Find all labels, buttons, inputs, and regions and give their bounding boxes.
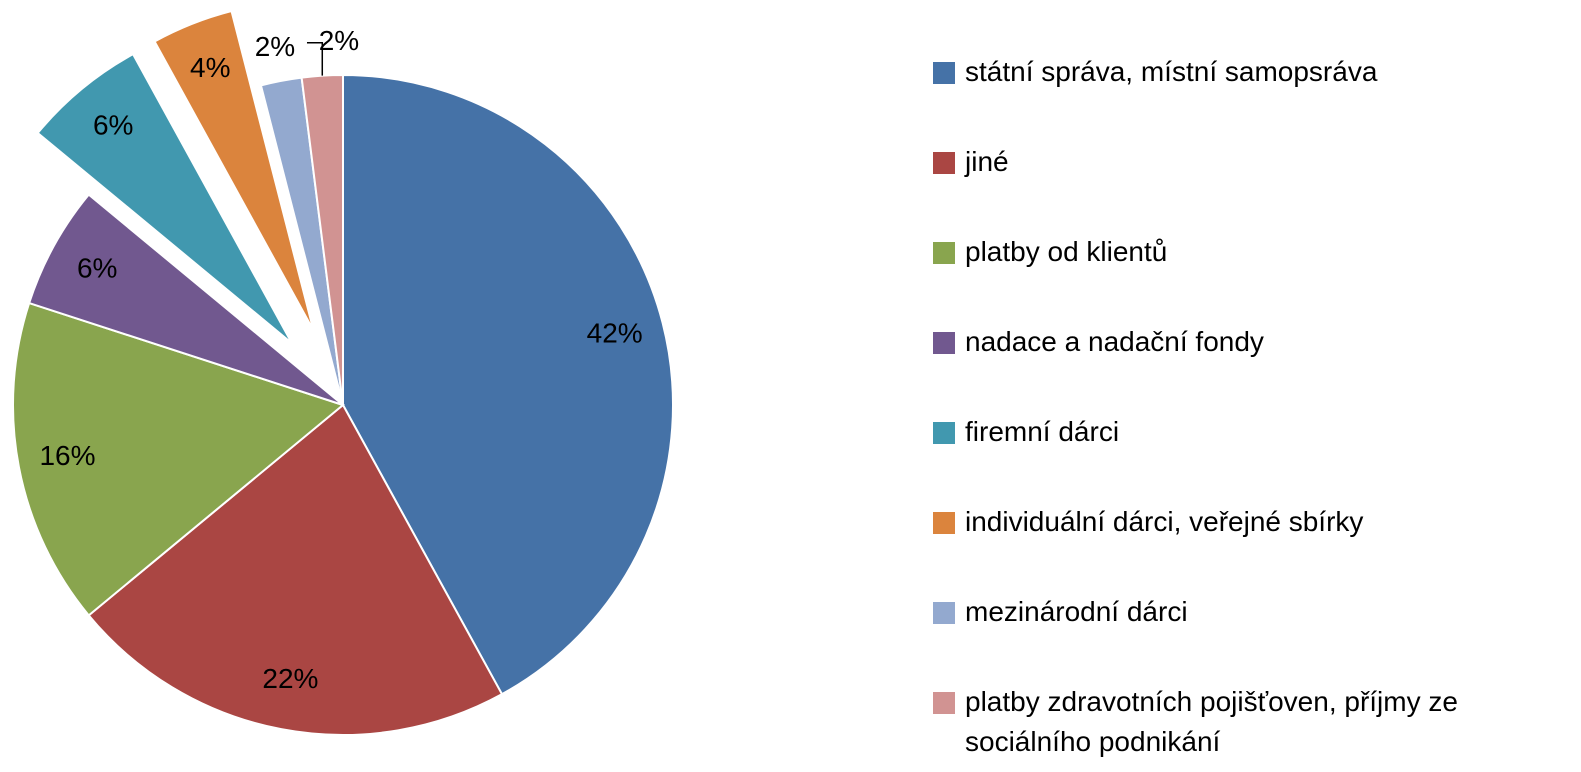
legend-label: jiné (965, 146, 1009, 177)
legend-label: mezinárodní dárci (965, 596, 1188, 627)
legend-swatch (933, 332, 955, 354)
legend-swatch (933, 602, 955, 624)
legend-label: platby zdravotních pojišťoven, příjmy ze… (965, 686, 1458, 757)
data-label: 16% (39, 440, 95, 471)
legend-label: firemní dárci (965, 416, 1120, 447)
legend-swatch (933, 422, 955, 444)
data-label: 4% (190, 52, 230, 83)
pie-slice (87, 403, 504, 736)
legend: státní správa, místní samopsráva jiné plat… (933, 52, 1573, 772)
data-label: 42% (587, 318, 643, 349)
pie-slice (12, 301, 346, 617)
data-label: 6% (93, 110, 133, 141)
legend-label: individuální dárci, veřejné sbírky (965, 506, 1364, 537)
pie-slice (342, 73, 674, 696)
chart: 42% 22% 16% 6% 6% 4% 2% 2% (12, 9, 674, 736)
legend-item: firemní dárci (933, 412, 1573, 502)
legend-item: státní správa, místní samopsráva (933, 52, 1573, 142)
legend-swatch (933, 62, 955, 84)
data-label: 2% (319, 25, 359, 56)
leader-line (306, 41, 324, 76)
pie-slice (27, 193, 344, 406)
legend-swatch (933, 242, 955, 264)
legend-item: mezinárodní dárci (933, 592, 1573, 682)
pie-slice (36, 52, 293, 345)
legend-label: nadace a nadační fondy (965, 326, 1264, 357)
legend-item: platby od klientů (933, 232, 1573, 322)
legend-item: jiné (933, 142, 1573, 232)
legend-item: nadace a nadační fondy (933, 322, 1573, 412)
legend-item: platby zdravotních pojišťoven, příjmy ze… (933, 682, 1573, 772)
legend-swatch (933, 512, 955, 534)
data-label: 2% (255, 31, 295, 62)
legend-swatch (933, 692, 955, 714)
legend-label: platby od klientů (965, 236, 1168, 267)
legend-label: státní správa, místní samopsráva (965, 56, 1378, 87)
legend-item: individuální dárci, veřejné sbírky (933, 502, 1573, 592)
pie-slice (153, 9, 315, 332)
legend-swatch (933, 152, 955, 174)
data-label: 6% (77, 252, 117, 283)
data-label: 22% (262, 663, 318, 694)
